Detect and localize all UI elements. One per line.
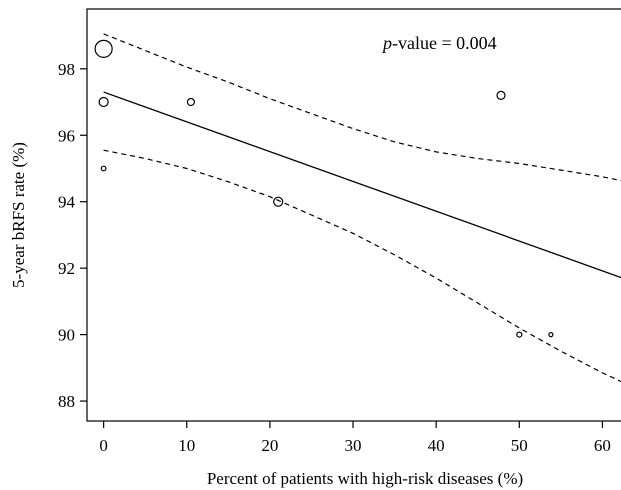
y-tick-label: 92 bbox=[58, 259, 75, 278]
confidence-band-upper bbox=[103, 33, 621, 182]
y-axis-title: 5-year bRFS rate (%) bbox=[9, 142, 28, 288]
data-point bbox=[548, 332, 554, 338]
x-tick-label: 0 bbox=[99, 436, 108, 455]
y-tick-label: 88 bbox=[58, 392, 75, 411]
y-tick-label: 96 bbox=[58, 126, 75, 145]
data-point bbox=[516, 331, 523, 338]
x-tick-label: 50 bbox=[511, 436, 528, 455]
x-axis-title: Percent of patients with high-risk disea… bbox=[207, 469, 523, 488]
y-tick-label: 94 bbox=[58, 193, 76, 212]
data-point bbox=[100, 165, 107, 172]
x-tick-label: 20 bbox=[261, 436, 278, 455]
y-axis: 88 90 92 94 96 98 bbox=[58, 60, 87, 411]
data-points bbox=[94, 39, 554, 338]
x-tick-label: 60 bbox=[594, 436, 611, 455]
data-point bbox=[496, 90, 506, 100]
confidence-band-lower bbox=[103, 149, 621, 383]
p-value-annotation: p-value = 0.004 bbox=[381, 33, 497, 53]
x-tick-label: 10 bbox=[178, 436, 195, 455]
data-point bbox=[186, 97, 196, 107]
p-value-text: -value = 0.004 bbox=[392, 33, 497, 53]
y-tick-label: 90 bbox=[58, 326, 75, 345]
x-tick-label: 30 bbox=[345, 436, 362, 455]
x-axis: 0 10 20 30 40 50 60 bbox=[99, 421, 611, 455]
ci-lower-curve bbox=[103, 149, 621, 383]
data-point bbox=[98, 96, 109, 108]
regression-line bbox=[103, 91, 621, 279]
y-tick-label: 98 bbox=[58, 60, 75, 79]
x-tick-label: 40 bbox=[428, 436, 445, 455]
plot-frame bbox=[86, 8, 621, 422]
data-point bbox=[273, 196, 284, 207]
p-value-italic: p bbox=[381, 33, 392, 53]
ci-upper-curve bbox=[103, 33, 621, 182]
fit-line bbox=[103, 91, 621, 279]
data-point bbox=[94, 39, 113, 58]
